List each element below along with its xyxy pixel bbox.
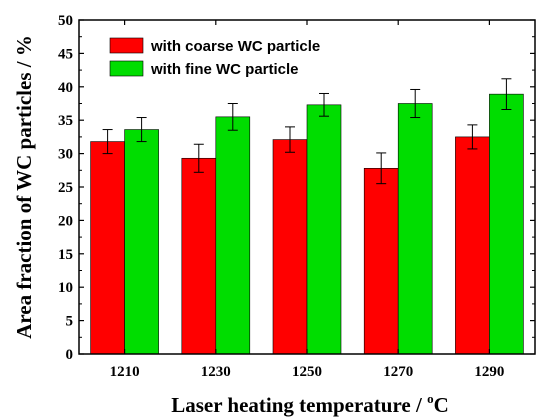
x-tick-label: 1210 <box>110 364 140 380</box>
x-tick-label: 1290 <box>474 364 504 380</box>
y-tick-label: 5 <box>66 314 74 330</box>
y-tick-label: 20 <box>58 213 73 229</box>
y-tick-label: 35 <box>58 113 73 129</box>
y-tick-label: 15 <box>58 247 73 263</box>
bar-fine <box>397 103 433 355</box>
bar-fine <box>489 93 524 355</box>
plot-area: 0 5 10 15 20 25 30 35 40 45 50 1210 1230 1250 1270 1290 <box>58 13 536 380</box>
y-tick-label: 40 <box>58 80 73 96</box>
plot-frame <box>78 19 536 355</box>
x-tick-label: 1270 <box>383 364 413 380</box>
y-tick-label: 30 <box>58 147 73 163</box>
y-tick-label: 10 <box>58 280 73 296</box>
y-tick-label: 25 <box>58 180 73 196</box>
bar-coarse <box>455 136 490 355</box>
bar-coarse <box>181 157 217 355</box>
y-tick-label: 45 <box>58 46 73 62</box>
y-axis-title: Area fraction of WC particles / % <box>12 35 36 339</box>
degree-superscript: o <box>427 391 434 406</box>
legend-label-coarse: with coarse WC particle <box>150 38 320 55</box>
x-tick-label: 1250 <box>292 364 322 380</box>
x-axis-title: Laser heating temperature / oC <box>171 391 449 417</box>
y-tick-label: 0 <box>66 347 74 363</box>
legend: with coarse WC particle with fine WC par… <box>109 37 320 78</box>
bar-fine <box>215 116 251 355</box>
x-tick-label: 1230 <box>201 364 231 380</box>
bar-coarse <box>363 167 399 355</box>
legend-swatch-fine <box>109 60 144 77</box>
bar-fine <box>306 104 342 355</box>
bar-coarse <box>90 141 125 355</box>
bar-coarse <box>272 139 308 355</box>
legend-swatch-coarse <box>109 37 144 54</box>
bar-fine <box>124 129 159 355</box>
y-tick-label: 50 <box>58 13 73 29</box>
legend-label-fine: with fine WC particle <box>150 61 299 78</box>
